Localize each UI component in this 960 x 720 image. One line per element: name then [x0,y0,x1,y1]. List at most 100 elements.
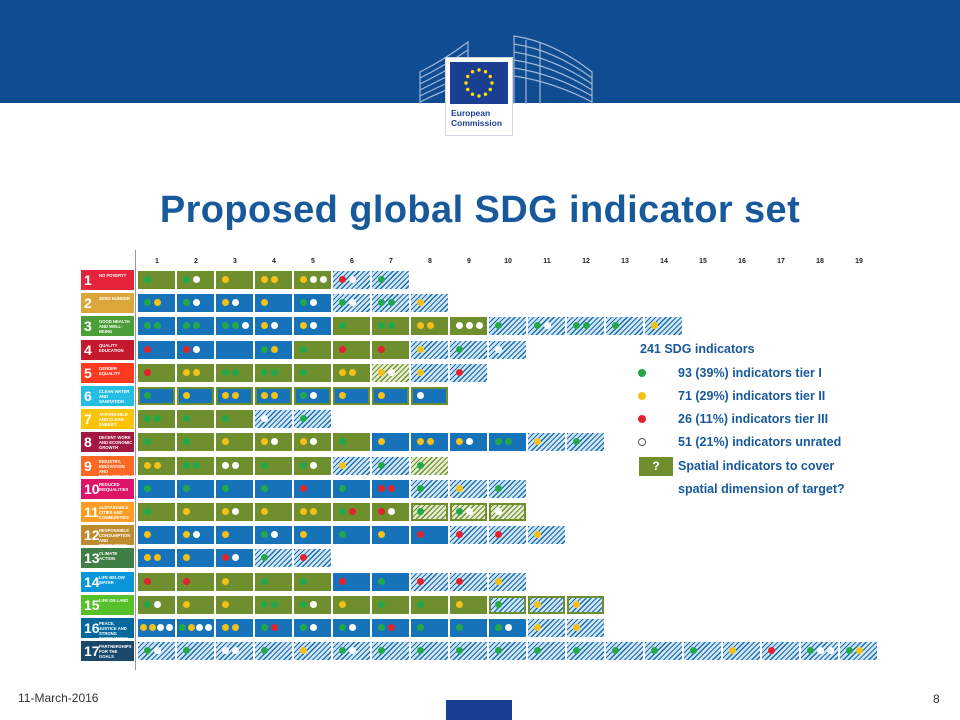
target-cell [333,433,371,452]
indicator-matrix: 1 2 3 4 5 6 7 8 9 10 11 12 13 14 15 16 17 18 19 1 NO POVERTY… [78,250,878,670]
tier2-dot [148,624,156,631]
target-cell [294,294,332,313]
tier3-dot [417,577,424,585]
target-cell [606,642,644,661]
column-header: 12 [582,258,590,265]
target-cell [216,340,254,359]
target-cell [255,340,293,359]
unrated-dot [310,276,317,283]
logo-text: European Commission [451,108,509,128]
target-cell [450,572,488,591]
target-cell [138,317,176,336]
tier1-dot [495,624,502,631]
target-cell [294,410,332,429]
tier1-dot [300,368,307,376]
tier2-dot [222,624,229,631]
unrated-dot [466,322,473,330]
target-cell [138,595,176,614]
unrated-dot [349,299,356,307]
legend-unrated-row: 51 (21%) indicators unrated [638,435,841,449]
target-cell [333,271,371,289]
tier1-dot [417,624,424,631]
unrated-dot [476,322,483,330]
unrated-dot [196,624,203,631]
goal-number: 8 [84,434,92,451]
tier2-dot [232,392,239,399]
goal-icon: 7 AFFORDABLE AND CLEAN ENERGY [81,409,134,430]
legend-tier3-text: 26 (11%) indicators tier III [678,412,829,426]
target-cell [567,317,605,336]
eu-flag-icon [450,62,508,104]
target-cell [450,526,488,545]
target-cell [372,479,410,498]
target-cell [294,317,332,336]
goal-number: 12 [84,527,100,544]
tier1-dot [388,299,395,307]
tier1-dot [179,624,186,631]
goal-label: ZERO HUNGER [99,296,130,302]
tier2-dot [261,276,268,283]
goal-label: CLIMATE ACTION [99,551,118,562]
tier2-dot [456,600,463,608]
target-cell [567,595,605,614]
tier3-dot [495,531,502,539]
tier2-dot [300,508,307,515]
goal-label: REDUCED INEQUALITIES [99,481,129,492]
tier1-dot [222,415,229,423]
tier3-dot [271,624,278,631]
tier2-dot [310,508,317,515]
tier2-dot [651,322,658,330]
tier1-dot [534,322,541,330]
tier2-dot [222,392,229,399]
unrated-dot [154,647,161,655]
target-cell [177,363,215,382]
tier1-dot [573,438,580,446]
eu-star-icon [490,81,494,85]
tier1-dot [183,276,190,283]
target-cell [177,526,215,545]
target-cell [372,433,410,452]
tier2-dot [378,438,385,446]
goal-number: 10 [84,480,100,497]
tier1-dot [300,577,307,585]
goal-icon: 11 SUSTAINABLE CITIES AND COMMUNITIES [81,502,134,522]
target-cell [567,619,605,637]
tier2-dot [427,438,434,446]
tier2-dot [140,624,147,631]
tier1-dot [807,647,814,655]
tier1-dot [144,415,151,423]
unrated-dot [310,600,317,608]
target-cell [684,642,722,661]
target-cell [216,642,254,661]
column-header: 9 [467,258,471,265]
target-cell [372,317,410,336]
goal-label: LIFE BELOW WATER [99,574,125,585]
tier2-dot-icon [638,392,646,400]
target-cell [177,619,215,637]
target-cell [450,317,488,336]
tier1-dot [339,531,346,539]
target-cell [372,526,410,545]
tier1-dot [417,600,424,608]
target-cell [528,642,566,661]
tier2-dot [456,438,463,446]
target-cell [255,526,293,545]
tier1-dot [388,322,395,330]
target-cell [567,642,605,661]
tier3-dot [339,577,346,585]
target-cell [216,549,254,568]
tier3-dot [222,554,229,562]
tier1-dot [612,322,619,330]
tier2-dot [271,392,278,399]
unrated-dot [388,508,395,515]
tier2-dot [261,322,268,330]
target-cell [450,363,488,382]
tier1-dot [612,647,619,655]
tier1-dot [183,415,190,423]
target-cell [138,363,176,382]
tier1-dot [271,600,278,608]
goal-label: PEACE, JUSTICE AND STRONG INSTITUTIONS [99,621,129,641]
unrated-dot [232,554,239,562]
target-cell [528,595,566,614]
unrated-dot [165,624,173,631]
